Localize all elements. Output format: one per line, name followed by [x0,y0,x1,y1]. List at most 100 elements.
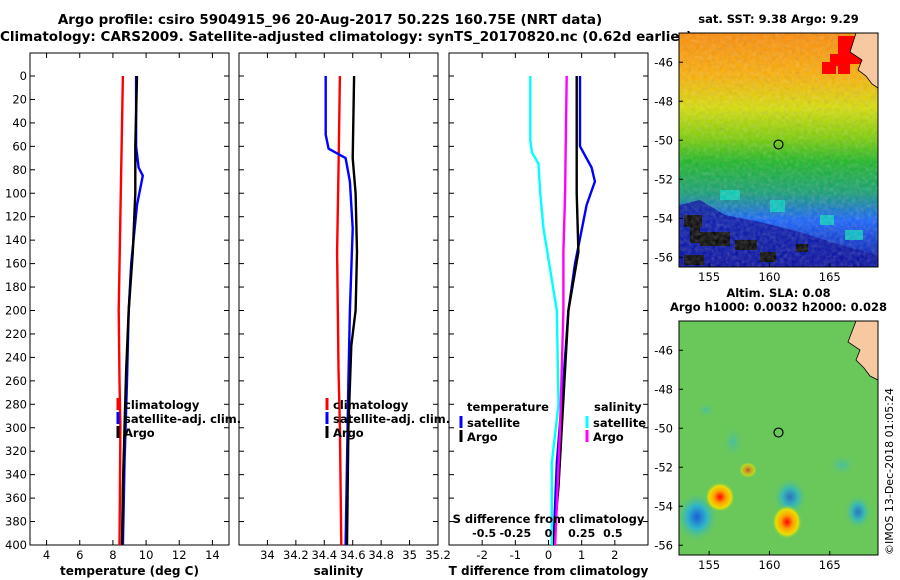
y-tick-label: -48 [654,382,673,396]
y-tick-label: 20 [12,92,27,106]
chart-title-line2: Climatology: CARS2009. Satellite-adjuste… [0,29,693,45]
y-tick-label: -52 [654,172,673,186]
x-tick-label: 160 [758,270,780,284]
sst-map-title: sat. SST: 9.38 Argo: 9.29 [698,12,858,26]
x-tick-label: 160 [758,558,780,572]
y-tick-label: 100 [5,186,27,200]
legend-label: satellite [467,416,520,430]
sla-map-title: Altim. SLA: 0.08 [726,286,830,300]
x-tick-label: -2 [476,548,487,562]
sla-map-high-anomaly [772,505,802,539]
legend-label: satellite-adj. clim. [124,412,241,426]
series-line-climatology [117,75,125,546]
top-x-tick-label: -0.25 [499,527,531,540]
salinity-panel: 34 34.2 34.4 34.6 34.8 35 35.2 salinity climatol… [238,52,451,578]
y-tick-label: -52 [654,460,673,474]
series-line-argo [345,75,359,546]
x-tick-label: -1 [510,548,521,562]
x-tick-label: 34.2 [283,548,309,562]
y-tick-label: 200 [5,304,27,318]
y-tick-label: -48 [654,94,673,108]
x-tick-label: 35 [402,548,417,562]
differences-xlabel: T difference from climatology [449,564,649,578]
y-tick-label: 120 [5,210,27,224]
x-tick-label: 165 [819,270,841,284]
temperature-axes-box [29,52,230,546]
legend-label: Argo [124,426,155,440]
sst-map-land [849,33,878,89]
x-tick-label: 155 [698,558,720,572]
salinity-axes-box [238,52,439,546]
y-tick-label: 380 [5,515,27,529]
temperature-xlabel: temperature (deg C) [60,564,199,578]
sst-map [679,33,878,267]
legend-label: climatology [333,398,409,412]
y-tick-label: -50 [654,421,673,435]
y-tick-label: -50 [654,133,673,147]
y-tick-label: 340 [5,468,27,482]
y-tick-label: 360 [5,491,27,505]
y-tick-label: 140 [5,233,27,247]
argo-position-marker [773,427,784,438]
x-tick-label: 14 [205,548,220,562]
sla-map-light-feature [696,402,716,418]
x-tick-label: 34 [260,548,275,562]
series-line-s-argo [553,75,568,546]
legend-title-temperature: temperature [467,400,549,414]
y-tick-label: -46 [654,343,673,357]
y-tick-label: 40 [12,116,27,130]
legend-title-salinity: salinity [594,400,642,414]
sst-map-frame [678,32,879,268]
y-tick-label: 300 [5,421,27,435]
y-tick-label: 260 [5,374,27,388]
sla-map-low-anomaly [844,494,872,530]
series-line-argo [120,75,139,546]
x-tick-label: 6 [76,548,83,562]
x-tick-label: 0 [545,548,552,562]
argo-position-marker [773,139,784,150]
sla-map-light-feature [721,424,745,460]
y-tick-label: -56 [654,250,673,264]
legend-label: satellite [593,416,646,430]
sla-map-frame [678,320,879,556]
y-tick-label: -54 [654,211,673,225]
sla-map [679,321,878,555]
top-x-tick-label: 0.25 [568,527,595,540]
x-tick-label: 34.6 [340,548,366,562]
x-tick-label: 4 [43,548,50,562]
x-tick-label: 35.2 [425,548,451,562]
x-tick-label: 2 [611,548,618,562]
x-tick-label: 155 [698,270,720,284]
sla-map-axes: 155 160 165 -46 -48 -50 -52 -54 -56 Altim. SLA: 0… [654,286,887,572]
y-tick-label: 220 [5,327,27,341]
y-tick-label: -54 [654,499,673,513]
y-tick-label: 400 [5,538,27,552]
legend-label: satellite-adj. clim. [333,412,450,426]
sst-map-axes: 155 160 165 -46 -48 -50 -52 -54 -56 sat. SST: 9.3… [654,12,879,284]
y-tick-label: 0 [20,69,27,83]
salinity-xlabel: salinity [314,564,364,578]
x-tick-label: 8 [109,548,116,562]
y-tick-label: 320 [5,444,27,458]
y-tick-label: 280 [5,397,27,411]
legend-label: Argo [333,426,364,440]
temperature-panel: 0 20 40 60 80 100 120 140 160 180 200 220 240 260 280 3… [5,52,241,578]
top-x-tick-label: -0.5 [472,527,496,540]
legend-label: Argo [467,430,498,444]
chart-title-line1: Argo profile: csiro 5904915_96 20-Aug-20… [57,12,603,28]
y-tick-label: 160 [5,257,27,271]
x-tick-label: 165 [819,558,841,572]
y-tick-label: -56 [654,538,673,552]
y-tick-label: 240 [5,350,27,364]
y-tick-label: -46 [654,55,673,69]
legend-label: climatology [124,398,200,412]
timestamp-watermark: ©IMOS 13-Dec-2018 01:05:24 [883,388,896,555]
series-line-climatology [335,75,343,546]
sla-map-high-anomaly [705,482,735,512]
x-tick-label: 10 [139,548,154,562]
series-line-s-satellite [529,76,560,545]
top-x-tick-label: 0 [545,527,553,540]
sla-map-land [847,321,878,381]
sla-map-title: Argo h1000: 0.0032 h2000: 0.028 [670,300,887,314]
x-tick-label: 34.8 [368,548,394,562]
